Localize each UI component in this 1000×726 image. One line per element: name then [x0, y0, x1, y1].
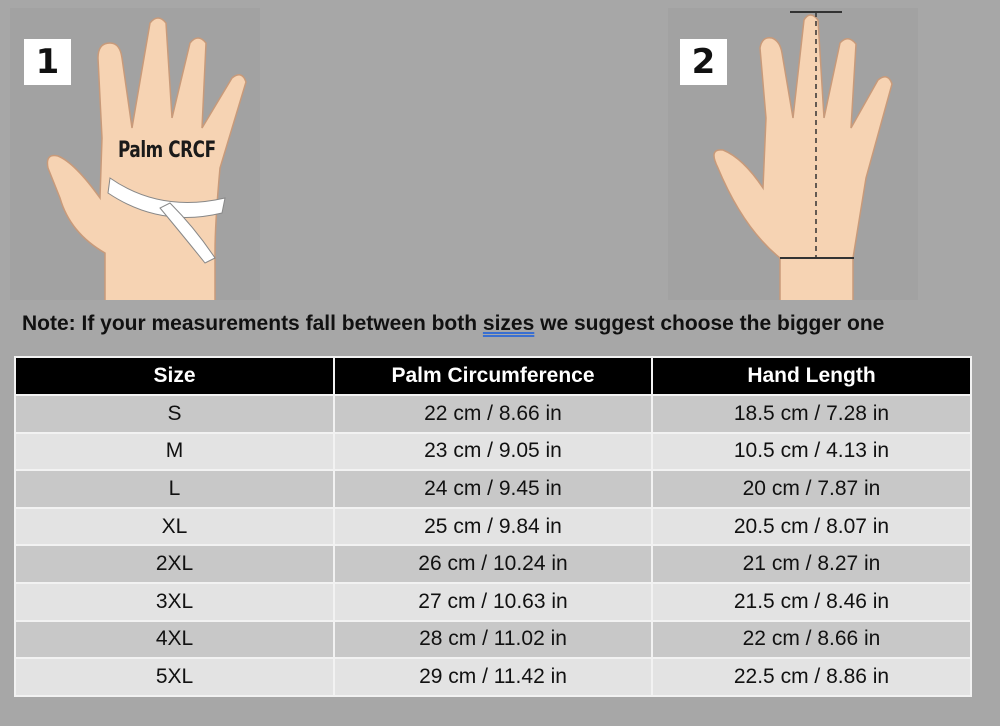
- header-palm-circumference: Palm Circumference: [333, 356, 653, 396]
- hand-length-illustration: 2: [668, 8, 918, 309]
- palm-circumference-cell: 22 cm / 8.66 in: [333, 394, 653, 434]
- hand-length-cell: 21.5 cm / 8.46 in: [651, 581, 972, 622]
- table-row: 2XL 26 cm / 10.24 in 21 cm / 8.27 in: [14, 544, 972, 584]
- note-text: Note: If your measurements fall between …: [22, 312, 483, 335]
- palm-circumference-cell: 23 cm / 9.05 in: [333, 431, 653, 472]
- size-cell: M: [14, 431, 335, 472]
- hand-length-cell: 21 cm / 8.27 in: [651, 544, 972, 584]
- size-cell: 5XL: [14, 657, 335, 697]
- palm-circumference-cell: 25 cm / 9.84 in: [333, 506, 653, 547]
- table-row: 3XL 27 cm / 10.63 in 21.5 cm / 8.46 in: [14, 581, 972, 622]
- hand-length-cell: 20 cm / 7.87 in: [651, 469, 972, 509]
- size-cell: S: [14, 394, 335, 434]
- header-size: Size: [14, 356, 335, 396]
- note-underlined-word: sizes: [482, 312, 535, 335]
- palm-circumference-illustration: 1 Palm CRCF: [10, 8, 260, 309]
- table-row: XL 25 cm / 9.84 in 20.5 cm / 8.07 in: [14, 506, 972, 547]
- note-text-end: we suggest choose the bigger one: [534, 312, 885, 335]
- table-row: M 23 cm / 9.05 in 10.5 cm / 4.13 in: [14, 431, 972, 472]
- palm-circumference-cell: 24 cm / 9.45 in: [333, 469, 653, 509]
- size-chart-table: Size Palm Circumference Hand Length S 22 …: [14, 356, 972, 697]
- size-cell: 4XL: [14, 619, 335, 660]
- hand-length-cell: 10.5 cm / 4.13 in: [651, 431, 972, 472]
- size-cell: 2XL: [14, 544, 335, 584]
- palm-circumference-cell: 27 cm / 10.63 in: [333, 581, 653, 622]
- step-1-badge: 1: [24, 39, 71, 85]
- palm-circumference-cell: 29 cm / 11.42 in: [333, 657, 653, 697]
- hand-length-measure-icon: [713, 11, 893, 309]
- hand-length-cell: 22.5 cm / 8.86 in: [651, 657, 972, 697]
- header-hand-length: Hand Length: [651, 356, 972, 396]
- step-2-badge: 2: [680, 39, 727, 85]
- hand-palm-tape-icon: [46, 17, 247, 309]
- size-cell: 3XL: [14, 581, 335, 622]
- size-cell: XL: [14, 506, 335, 547]
- sizing-note: Note: If your measurements fall between …: [22, 312, 884, 336]
- palm-crcf-label: Palm CRCF: [118, 138, 216, 163]
- table-row: S 22 cm / 8.66 in 18.5 cm / 7.28 in: [14, 394, 972, 434]
- size-cell: L: [14, 469, 335, 509]
- palm-circumference-cell: 26 cm / 10.24 in: [333, 544, 653, 584]
- table-row: 5XL 29 cm / 11.42 in 22.5 cm / 8.86 in: [14, 657, 972, 697]
- hand-length-cell: 20.5 cm / 8.07 in: [651, 506, 972, 547]
- table-row: L 24 cm / 9.45 in 20 cm / 7.87 in: [14, 469, 972, 509]
- table-row: 4XL 28 cm / 11.02 in 22 cm / 8.66 in: [14, 619, 972, 660]
- table-header-row: Size Palm Circumference Hand Length: [14, 356, 972, 396]
- palm-circumference-cell: 28 cm / 11.02 in: [333, 619, 653, 660]
- hand-length-cell: 18.5 cm / 7.28 in: [651, 394, 972, 434]
- hand-length-cell: 22 cm / 8.66 in: [651, 619, 972, 660]
